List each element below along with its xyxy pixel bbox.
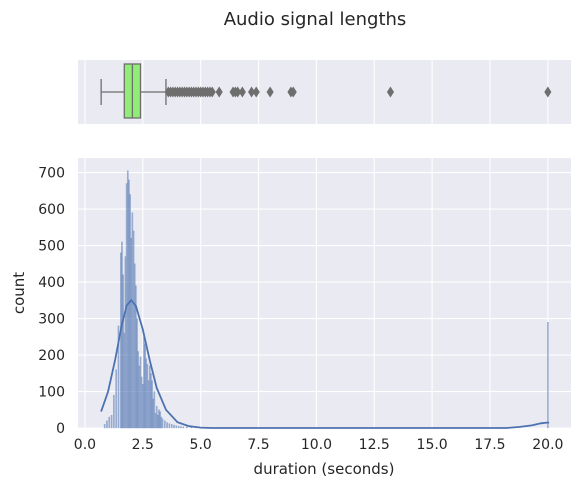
histogram-bar — [182, 426, 185, 429]
histogram-bar — [117, 325, 120, 429]
x-tick-label: 12.5 — [359, 437, 390, 453]
y-tick-label: 700 — [38, 166, 65, 182]
x-tick-label: 2.5 — [132, 437, 154, 453]
y-tick-label: 0 — [56, 421, 65, 437]
kde-line — [100, 298, 550, 429]
box-outlier — [252, 86, 260, 98]
y-tick-label: 400 — [38, 275, 65, 291]
x-tick-label: 20.0 — [532, 437, 563, 453]
histogram-bar — [177, 425, 180, 429]
box-outlier — [215, 86, 223, 98]
x-tick-label: 15.0 — [417, 437, 448, 453]
y-tick-label: 200 — [38, 348, 65, 364]
box-outlier — [234, 86, 242, 98]
histogram-bar — [186, 426, 188, 429]
histogram-bar — [161, 418, 164, 429]
histogram-bar — [153, 391, 156, 429]
box-outlier — [238, 86, 246, 98]
histogram-bar — [103, 424, 106, 429]
histogram-bar — [110, 415, 113, 429]
x-tick-label: 7.5 — [247, 437, 269, 453]
histogram-bar — [180, 426, 182, 429]
box-outlier — [208, 86, 216, 98]
histogram-bar — [170, 424, 173, 429]
histogram-bar — [547, 321, 549, 429]
y-tick-label: 100 — [38, 385, 65, 401]
histogram-bar — [173, 424, 175, 429]
histogram-panel: 0.0 2.5 5.0 7.5 10.0 12.5 15.0 17.5 20.0 0 100 200… — [10, 158, 571, 478]
box-outlier — [248, 86, 256, 98]
chart-title: Audio signal lengths — [224, 9, 407, 30]
y-tick-label: 500 — [38, 239, 65, 255]
x-tick-label: 17.5 — [474, 437, 505, 453]
box-outlier — [386, 86, 395, 98]
histogram-bar — [168, 423, 171, 429]
y-tick-label: 600 — [38, 202, 65, 218]
histogram-background — [78, 158, 571, 428]
box-outlier — [266, 86, 274, 98]
histogram-bar — [175, 425, 178, 429]
histogram-bar — [113, 394, 115, 429]
y-tick-label: 300 — [38, 312, 65, 328]
boxplot-panel — [78, 60, 571, 124]
histogram-bar — [106, 420, 108, 429]
x-tick-label: 10.0 — [301, 437, 332, 453]
histogram-bar — [166, 422, 168, 429]
histogram-bar — [164, 420, 166, 429]
y-axis-label: count — [10, 272, 28, 314]
x-axis-label: duration (seconds) — [254, 460, 395, 478]
histogram-bar — [108, 416, 111, 429]
box-outlier — [544, 86, 552, 98]
x-tick-label: 0.0 — [74, 437, 96, 453]
x-tick-label: 5.0 — [190, 437, 212, 453]
box-outlier — [289, 86, 297, 98]
histogram-bar — [115, 369, 117, 429]
